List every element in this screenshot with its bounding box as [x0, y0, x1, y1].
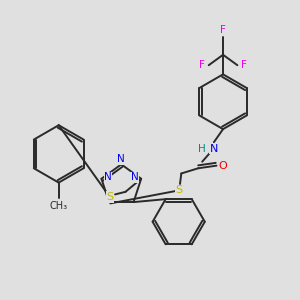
- Text: CH₃: CH₃: [50, 201, 68, 211]
- Text: O: O: [219, 161, 227, 171]
- Text: N: N: [104, 172, 112, 182]
- Text: N: N: [117, 154, 125, 164]
- Text: N: N: [131, 172, 139, 182]
- Text: S: S: [175, 185, 182, 195]
- Text: F: F: [199, 60, 205, 70]
- Text: H: H: [198, 144, 206, 154]
- Text: F: F: [220, 25, 226, 35]
- Text: N: N: [210, 144, 218, 154]
- Text: S: S: [106, 192, 113, 202]
- Text: F: F: [241, 60, 247, 70]
